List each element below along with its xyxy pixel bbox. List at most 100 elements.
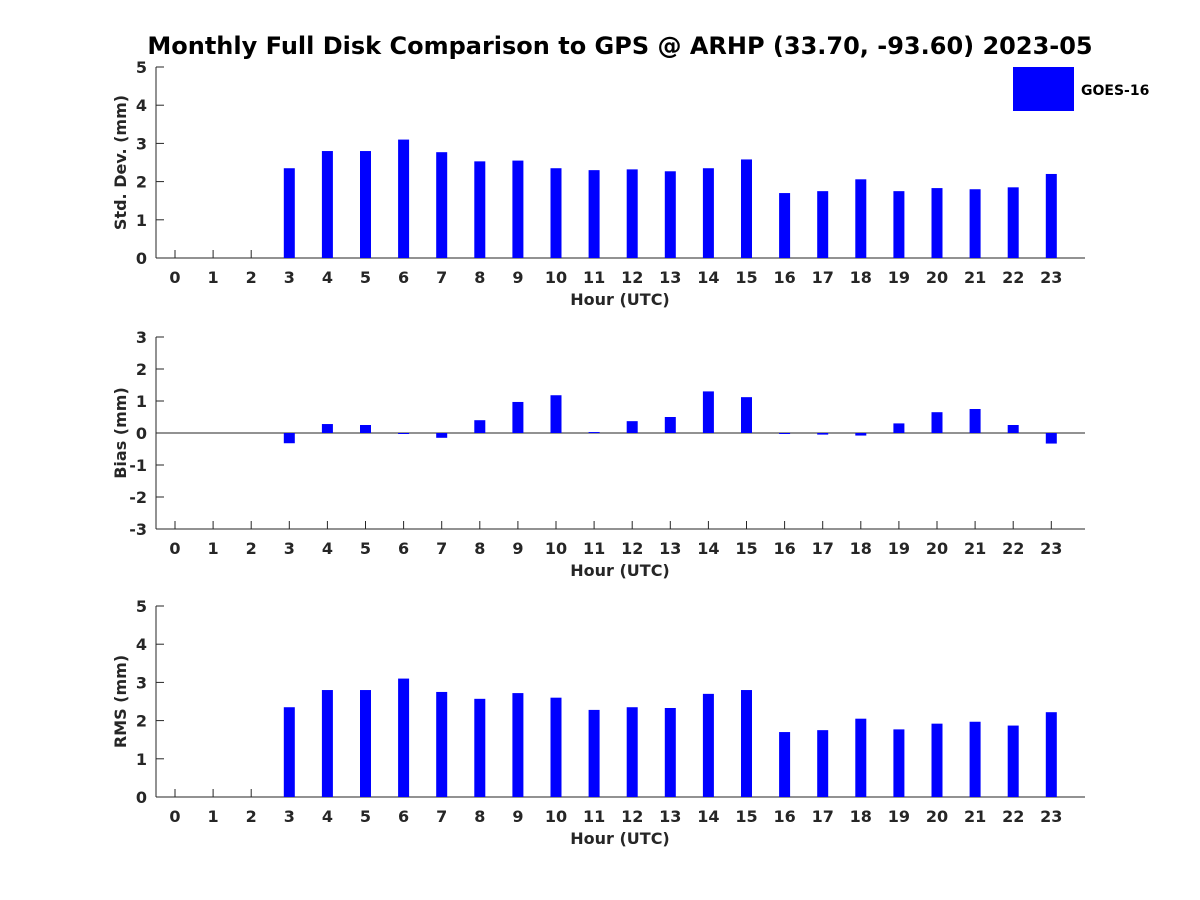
bar-std-dev-hour-7 [436,152,448,258]
x-tick-label: 6 [398,539,409,558]
bar-bias-hour-7 [436,433,448,438]
bar-bias-hour-12 [626,421,638,433]
bar-std-dev-hour-5 [360,151,371,258]
bar-rms-hour-11 [588,709,600,797]
bar-rms-hour-22 [1007,725,1019,797]
y-tick-label: 3 [136,328,147,347]
x-tick-label: 17 [812,807,834,826]
bar-bias-hour-13 [664,417,676,433]
x-tick-label: 22 [1002,268,1024,287]
x-tick-label: 21 [964,539,986,558]
x-tick-label: 7 [436,268,447,287]
y-tick-label: 3 [136,134,147,153]
x-tick-label: 9 [512,268,523,287]
bar-rms-hour-21 [969,721,981,797]
bar-bias-hour-9 [512,401,524,433]
bar-rms-hour-16 [779,732,791,797]
x-tick-label: 2 [246,807,257,826]
x-axis-label: Hour (UTC) [570,561,670,580]
x-tick-label: 20 [926,268,948,287]
x-axis-label: Hour (UTC) [570,290,670,309]
x-tick-label: 8 [474,539,485,558]
bar-bias-hour-11 [588,432,600,434]
bar-bias-hour-17 [817,433,829,435]
x-tick-label: 7 [436,807,447,826]
x-tick-label: 21 [964,807,986,826]
x-tick-label: 12 [621,539,643,558]
bar-rms-hour-19 [893,729,905,797]
bar-std-dev-hour-3 [283,168,295,258]
y-tick-label: -1 [129,456,147,475]
x-tick-label: 11 [583,807,605,826]
y-axis-label: Std. Dev. (mm) [111,95,130,230]
y-tick-label: 0 [136,249,147,268]
x-tick-label: 11 [583,268,605,287]
bar-rms-hour-5 [360,690,371,797]
bar-bias-hour-8 [474,420,486,433]
x-tick-label: 20 [926,807,948,826]
bar-bias-hour-22 [1007,425,1019,433]
bar-std-dev-hour-15 [741,159,752,258]
x-tick-label: 4 [322,268,333,287]
bar-std-dev-hour-20 [931,188,943,258]
bar-bias-hour-20 [931,412,943,433]
bar-rms-hour-18 [855,718,867,797]
bar-std-dev-hour-12 [626,169,638,258]
bar-bias-hour-6 [398,433,410,434]
bar-bias-hour-19 [893,423,905,433]
bar-bias-hour-23 [1045,433,1057,444]
x-tick-label: 13 [659,268,681,287]
x-tick-label: 22 [1002,539,1024,558]
y-tick-label: 1 [136,750,147,769]
x-tick-label: 0 [169,268,180,287]
bar-std-dev-hour-21 [969,189,981,258]
x-tick-label: 21 [964,268,986,287]
x-tick-label: 9 [512,807,523,826]
x-tick-label: 19 [888,539,910,558]
bar-std-dev-hour-22 [1007,187,1019,258]
bar-std-dev-hour-9 [512,160,524,258]
x-tick-label: 9 [512,539,523,558]
x-tick-label: 3 [284,807,295,826]
bar-rms-hour-10 [550,697,562,797]
bar-bias-hour-21 [969,409,981,433]
bar-std-dev-hour-10 [550,168,562,258]
y-tick-label: 0 [136,424,147,443]
y-axis-label: RMS (mm) [111,655,130,748]
x-tick-label: 19 [888,807,910,826]
bar-std-dev-hour-4 [321,151,333,258]
bar-bias-hour-5 [360,425,371,433]
x-tick-label: 15 [735,268,757,287]
x-tick-label: 14 [697,539,719,558]
x-tick-label: 13 [659,807,681,826]
x-tick-label: 5 [360,268,371,287]
bar-rms-hour-3 [283,707,295,797]
y-tick-label: 2 [136,173,147,192]
bar-std-dev-hour-17 [817,191,829,258]
x-tick-label: 14 [697,807,719,826]
y-tick-label: -3 [129,520,147,539]
x-tick-label: 23 [1040,268,1062,287]
x-tick-label: 2 [246,539,257,558]
x-tick-label: 1 [208,268,219,287]
bar-std-dev-hour-8 [474,161,486,258]
x-tick-label: 12 [621,268,643,287]
bar-rms-hour-17 [817,730,829,797]
bar-std-dev-hour-13 [664,171,676,258]
bar-rms-hour-23 [1045,712,1057,797]
bar-rms-hour-9 [512,693,524,797]
bar-bias-hour-10 [550,395,562,433]
bar-rms-hour-8 [474,698,486,797]
x-tick-label: 22 [1002,807,1024,826]
y-tick-label: -2 [129,488,147,507]
bar-rms-hour-4 [321,690,333,797]
x-tick-label: 11 [583,539,605,558]
x-tick-label: 1 [208,807,219,826]
bar-rms-hour-12 [626,707,638,797]
x-tick-label: 16 [773,539,795,558]
bar-bias-hour-15 [741,397,752,433]
x-tick-label: 8 [474,268,485,287]
x-tick-label: 10 [545,807,567,826]
x-tick-label: 18 [850,539,872,558]
